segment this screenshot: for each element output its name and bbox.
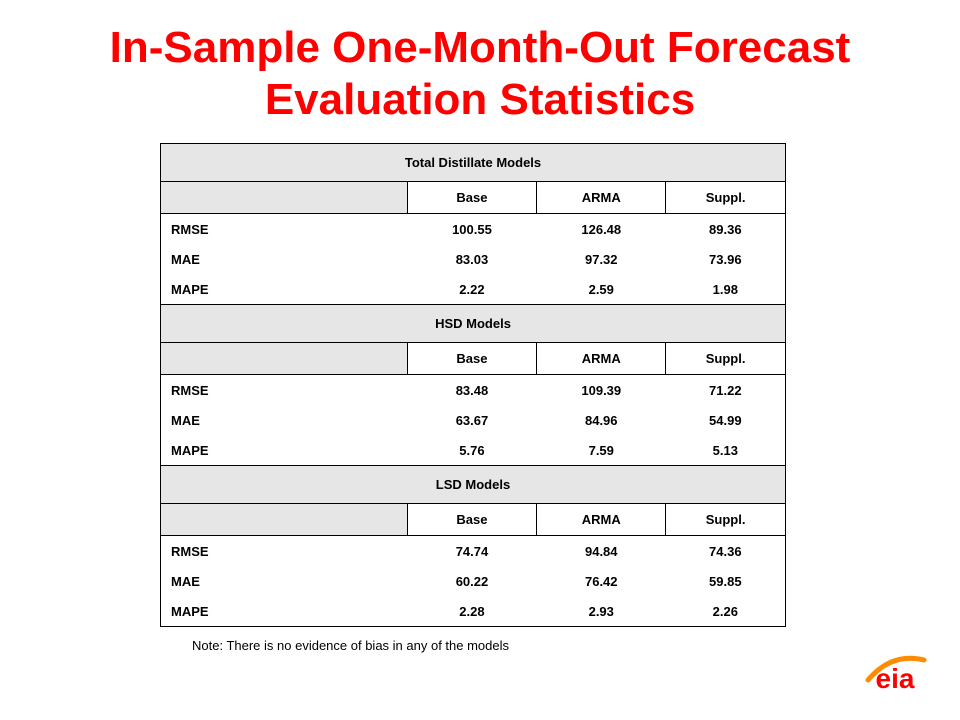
cell-base: 100.55 [452,221,492,237]
section-heading-row: HSD Models [160,304,786,343]
row-label: RMSE [160,374,408,405]
cell-arma: 109.39 [581,382,622,398]
cell-arma: 76.42 [584,573,618,589]
column-header-suppl: Suppl. [665,503,786,536]
table-row: RMSE 74.74 94.84 74.36 [160,535,786,566]
column-header-row: Base ARMA Suppl. [160,181,786,214]
cell-arma: 2.59 [536,274,666,305]
row-label: MAPE [160,435,408,466]
cell-base: 2.22 [407,274,537,305]
cell-arma: 84.96 [584,412,618,428]
column-header-row: Base ARMA Suppl. [160,342,786,375]
eia-logo: eia [862,650,928,694]
cell-suppl: 74.36 [665,535,786,566]
cell-suppl: 2.26 [665,596,786,627]
table-note: Note: There is no evidence of bias in an… [192,638,510,653]
cell-arma: 7.59 [536,435,666,466]
forecast-statistics-table: Total Distillate Models Base ARMA Suppl.… [160,143,786,627]
cell-base: 74.74 [455,543,489,559]
slide-title-line-1: In-Sample One-Month-Out Forecast [109,23,851,72]
eia-logo-icon: eia [865,655,927,694]
table-row: RMSE 100.55 126.48 89.36 [160,213,786,244]
column-header-arma: ARMA [536,503,667,536]
section-heading-row: Total Distillate Models [160,143,786,182]
row-label: RMSE [160,213,408,244]
cell-suppl: 54.99 [665,405,786,435]
cell-arma: 94.84 [584,543,618,559]
cell-base: 63.67 [455,412,489,428]
row-label: MAPE [160,274,408,305]
section-heading: HSD Models [160,304,786,343]
row-label: MAE [160,405,408,435]
column-header-blank [160,503,408,536]
column-header-blank [160,181,408,214]
row-label: MAE [160,566,408,596]
section-heading: Total Distillate Models [160,143,786,182]
table-row: MAPE 5.76 7.59 5.13 [160,435,786,466]
section-heading-row: LSD Models [160,465,786,504]
column-header-base: Base [406,503,538,536]
column-header-arma: ARMA [536,342,667,375]
cell-base: 5.76 [407,435,537,466]
table-row: MAE 83.03 97.32 73.96 [160,244,786,274]
cell-suppl: 73.96 [665,244,786,274]
row-label: RMSE [160,535,408,566]
cell-suppl: 5.13 [665,435,786,466]
column-header-suppl: Suppl. [665,181,786,214]
row-label: MAE [160,244,408,274]
cell-suppl: 1.98 [665,274,786,305]
column-header-row: Base ARMA Suppl. [160,503,786,536]
column-header-suppl: Suppl. [665,342,786,375]
column-header-arma: ARMA [536,181,667,214]
cell-arma: 2.93 [536,596,666,627]
table-row: RMSE 83.48 109.39 71.22 [160,374,786,405]
cell-arma: 126.48 [581,221,622,237]
cell-base: 83.48 [455,382,489,398]
table-row: MAE 60.22 76.42 59.85 [160,566,786,596]
section-heading: LSD Models [160,465,786,504]
eia-logo-text: eia [876,663,915,692]
column-header-blank [160,342,408,375]
table-row: MAPE 2.28 2.93 2.26 [160,596,786,627]
cell-arma: 97.32 [584,251,618,267]
slide-title: In-Sample One-Month-Out Forecast Evaluat… [0,22,960,126]
column-header-base: Base [406,342,538,375]
cell-base: 60.22 [455,573,489,589]
row-label: MAPE [160,596,408,627]
column-header-base: Base [406,181,538,214]
cell-suppl: 89.36 [665,213,786,244]
table-row: MAE 63.67 84.96 54.99 [160,405,786,435]
slide-title-line-2: Evaluation Statistics [264,75,696,124]
cell-base: 2.28 [407,596,537,627]
table-row: MAPE 2.22 2.59 1.98 [160,274,786,305]
cell-base: 83.03 [455,251,489,267]
cell-suppl: 71.22 [665,374,786,405]
cell-suppl: 59.85 [665,566,786,596]
